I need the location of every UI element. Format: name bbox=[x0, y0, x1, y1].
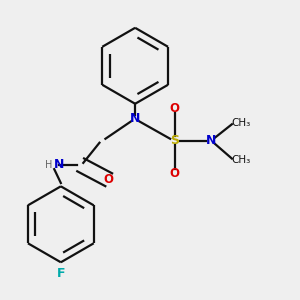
Text: N: N bbox=[130, 112, 140, 125]
Text: S: S bbox=[170, 134, 179, 147]
Text: H: H bbox=[45, 160, 52, 170]
Text: O: O bbox=[170, 167, 180, 180]
Text: CH₃: CH₃ bbox=[231, 118, 250, 128]
Text: O: O bbox=[104, 173, 114, 186]
Text: N: N bbox=[206, 134, 216, 147]
Text: F: F bbox=[57, 267, 65, 280]
Text: N: N bbox=[54, 158, 64, 171]
Text: O: O bbox=[170, 102, 180, 115]
Text: CH₃: CH₃ bbox=[231, 155, 250, 165]
